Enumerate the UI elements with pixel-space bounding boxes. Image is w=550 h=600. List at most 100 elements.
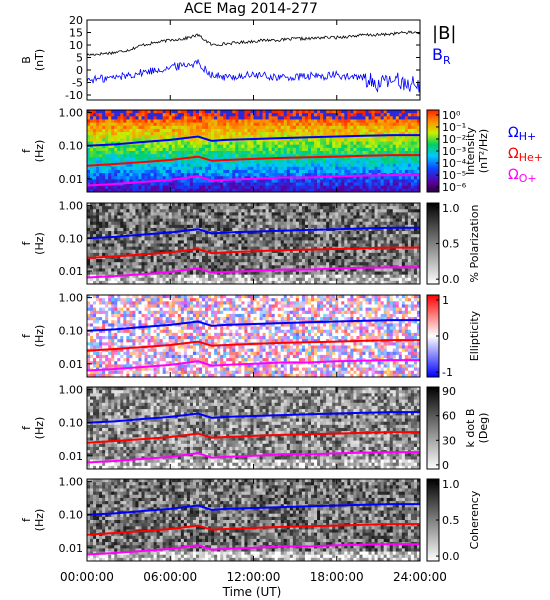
- polarization-panel: 1.00 0.10 0.01 f (Hz) 1.0 0.5 0.0 % Polarization: [20, 200, 481, 287]
- time-axis-label: Time (UT): [222, 585, 282, 599]
- ellipticity-colorbar-tick-label: 1: [442, 294, 449, 307]
- polarization-line-h-plus: [86, 226, 420, 240]
- legend-btotal: |B|: [432, 23, 456, 44]
- intensity-colorbar-tick-label: 10⁻¹: [442, 121, 466, 134]
- intensity-colorbar-label: Intensity: [464, 127, 477, 175]
- intensity-panel: 1.00 0.10 0.01 f (Hz) 10⁰10⁻¹10⁻²10⁻³10⁻⁴10⁻⁵…: [20, 107, 490, 194]
- field-frame: [86, 19, 421, 101]
- intensity-colorbar-tick-label: 10⁻²: [442, 133, 466, 146]
- coherency-ytick-label: 0.10: [59, 509, 84, 522]
- ellipticity-ytick-label: 0.10: [59, 325, 84, 338]
- intensity-colorbar-tick-label: 10⁻⁶: [442, 181, 467, 194]
- kdotb-panel: 1.00 0.10 0.01 f (Hz) 90 60 30 0 k dot B (Deg): [20, 384, 490, 472]
- kdotb-colorbar-unit: (Deg): [477, 413, 490, 444]
- ellipticity-ylabel: f: [20, 333, 33, 338]
- field-ylabel: B: [20, 56, 33, 64]
- kdotb-colorbar-tick-label: 90: [442, 385, 456, 398]
- kdotb-line-h-plus: [86, 411, 420, 424]
- polarization-colorbar-tick-label: 0.5: [442, 238, 460, 251]
- field-ytick-label: 20: [69, 14, 83, 27]
- time-tick-label: 18:00:00: [310, 570, 364, 584]
- time-axis: 00:00:00 06:00:00 12:00:00 18:00:00 24:00:00…: [60, 20, 447, 599]
- kdotb-ytick-label: 0.10: [59, 417, 84, 430]
- legend-br: BR: [432, 45, 451, 67]
- intensity-spectrogram: [87, 110, 421, 193]
- coherency-colorbar-tick-label: 0.5: [442, 514, 460, 527]
- kdotb-colorbar-tick-label: 0: [442, 459, 449, 472]
- coherency-line-o-plus: [86, 543, 420, 556]
- polarization-ylabel: f: [20, 240, 33, 245]
- time-tick-label: 00:00:00: [60, 570, 114, 584]
- polarization-ytick-label: 0.01: [59, 265, 84, 278]
- coherency-colorbar-tick-label: 0.0: [442, 550, 460, 563]
- legend-h-plus: ΩH+: [508, 125, 536, 143]
- polarization-ytick-label: 0.10: [59, 232, 84, 245]
- series-btotal: [86, 30, 421, 56]
- ellipticity-spectrogram: [87, 295, 421, 378]
- field-yunit: (nT): [33, 49, 46, 71]
- intensity-colorbar-tick-label: 10⁻⁴: [442, 157, 467, 170]
- ellipticity-yunit: (Hz): [33, 325, 46, 348]
- coherency-yunit: (Hz): [33, 509, 46, 532]
- kdotb-colorbar-tick-label: 30: [442, 434, 456, 447]
- polarization-colorbar-tick-label: 0.0: [442, 273, 460, 286]
- time-tick-label: 06:00:00: [143, 570, 197, 584]
- ellipticity-colorbar-tick-label: 0: [442, 330, 449, 343]
- kdotb-colorbar: [426, 386, 440, 470]
- intensity-colorbar-unit: (nT²/Hz): [477, 129, 490, 173]
- intensity-ytick-label: 0.01: [59, 173, 84, 186]
- intensity-line-he-plus: [86, 154, 420, 167]
- legend-he-plus: ΩHe+: [508, 146, 543, 164]
- figure-title: ACE Mag 2014-277: [184, 1, 318, 17]
- coherency-panel: 1.00 0.10 0.01 f (Hz) 1.0 0.5 0.0 Coherency: [20, 476, 481, 563]
- ellipticity-ytick-label: 0.01: [59, 358, 84, 371]
- kdotb-ylabel: f: [20, 425, 33, 430]
- ellipticity-colorbar-label: Ellipticity: [468, 310, 481, 361]
- field-ytick-label: -5: [72, 77, 83, 90]
- polarization-spectrogram: [87, 203, 421, 285]
- coherency-ytick-label: 1.00: [59, 476, 84, 489]
- ellipticity-line-o-plus: [86, 359, 420, 372]
- ellipticity-colorbar-tick-label: -1: [442, 366, 453, 379]
- legend-o-plus: ΩO+: [508, 167, 537, 185]
- kdotb-colorbar-label: k dot B: [464, 409, 477, 448]
- intensity-colorbar-tick-label: 10⁰: [442, 109, 461, 122]
- polarization-line-he-plus: [86, 246, 420, 259]
- polarization-ytick-label: 1.00: [59, 200, 84, 213]
- polarization-line-o-plus: [86, 266, 420, 279]
- kdotb-ytick-label: 1.00: [59, 384, 84, 397]
- ellipticity-line-h-plus: [86, 319, 420, 332]
- field-ytick-label: 0: [76, 64, 83, 77]
- ellipticity-panel: 1.00 0.10 0.01 f (Hz) 1 0 -1 Ellipticity: [20, 292, 481, 379]
- coherency-line-h-plus: [86, 503, 420, 516]
- intensity-ylabel: f: [20, 148, 33, 153]
- kdotb-line-he-plus: [86, 431, 420, 444]
- ellipticity-line-he-plus: [86, 339, 420, 352]
- kdotb-spectrogram: [87, 387, 421, 470]
- time-tick-labels: 00:00:00 06:00:00 12:00:00 18:00:00 24:00:00: [60, 20, 447, 584]
- field-ytick-label: 5: [76, 52, 83, 65]
- coherency-ytick-label: 0.01: [59, 542, 84, 555]
- polarization-colorbar-label: % Polarization: [468, 205, 481, 283]
- series-br: [86, 59, 421, 93]
- intensity-colorbar-tick-label: 10⁻⁵: [442, 169, 466, 182]
- intensity-yunit: (Hz): [33, 140, 46, 163]
- coherency-line-he-plus: [86, 523, 420, 536]
- coherency-colorbar-tick-label: 1.0: [442, 478, 460, 491]
- coherency-ylabel: f: [20, 517, 33, 522]
- intensity-ytick-label: 1.00: [59, 107, 84, 120]
- field-ytick-label: 10: [69, 39, 83, 52]
- intensity-ytick-label: 0.10: [59, 140, 84, 153]
- ellipticity-ytick-label: 1.00: [59, 292, 84, 305]
- intensity-colorbar-tick-label: 10⁻³: [442, 145, 466, 158]
- kdotb-ytick-label: 0.01: [59, 450, 84, 463]
- polarization-colorbar-tick-label: 1.0: [442, 202, 460, 215]
- field-ytick-label: 15: [69, 27, 83, 40]
- kdotb-colorbar-tick-label: 60: [442, 410, 456, 423]
- intensity-line-o-plus: [86, 174, 420, 187]
- kdotb-yunit: (Hz): [33, 417, 46, 440]
- time-tick-label: 24:00:00: [393, 570, 447, 584]
